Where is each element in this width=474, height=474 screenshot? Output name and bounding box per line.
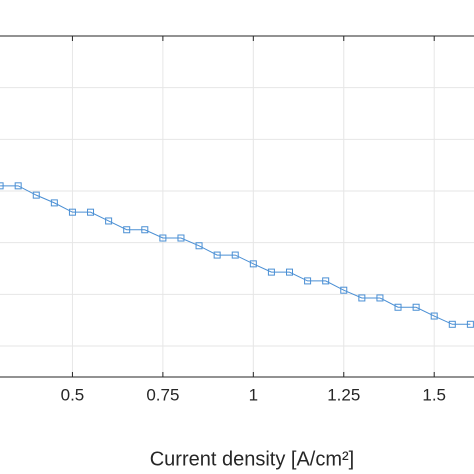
marker (394, 303, 402, 311)
x-tick-label: 1.5 (422, 385, 446, 404)
marker (159, 234, 167, 242)
marker (286, 268, 293, 276)
marker (412, 303, 420, 311)
marker (466, 320, 474, 328)
marker (267, 268, 275, 276)
marker (68, 208, 76, 216)
x-tick-label: 1.25 (327, 385, 360, 404)
marker (358, 294, 366, 302)
marker (340, 286, 348, 294)
marker (322, 277, 330, 285)
marker (177, 234, 185, 242)
x-tick-label: 0.75 (146, 385, 179, 404)
marker (123, 226, 131, 234)
series-line (0, 185, 471, 325)
x-tick-label: 0.5 (61, 385, 85, 404)
marker (50, 199, 58, 207)
marker (249, 260, 257, 268)
marker (304, 277, 312, 285)
marker (14, 182, 22, 190)
x-tick-label: 1 (249, 385, 258, 404)
marker (0, 182, 4, 190)
marker (430, 312, 438, 320)
x-axis-label: Current density [A/cm²] (150, 448, 355, 470)
marker (448, 320, 456, 328)
marker (376, 294, 384, 302)
marker (32, 191, 40, 199)
marker (105, 217, 113, 225)
marker (213, 251, 221, 259)
marker (87, 208, 95, 216)
marker (195, 242, 203, 250)
marker (231, 251, 239, 259)
marker (141, 226, 149, 234)
